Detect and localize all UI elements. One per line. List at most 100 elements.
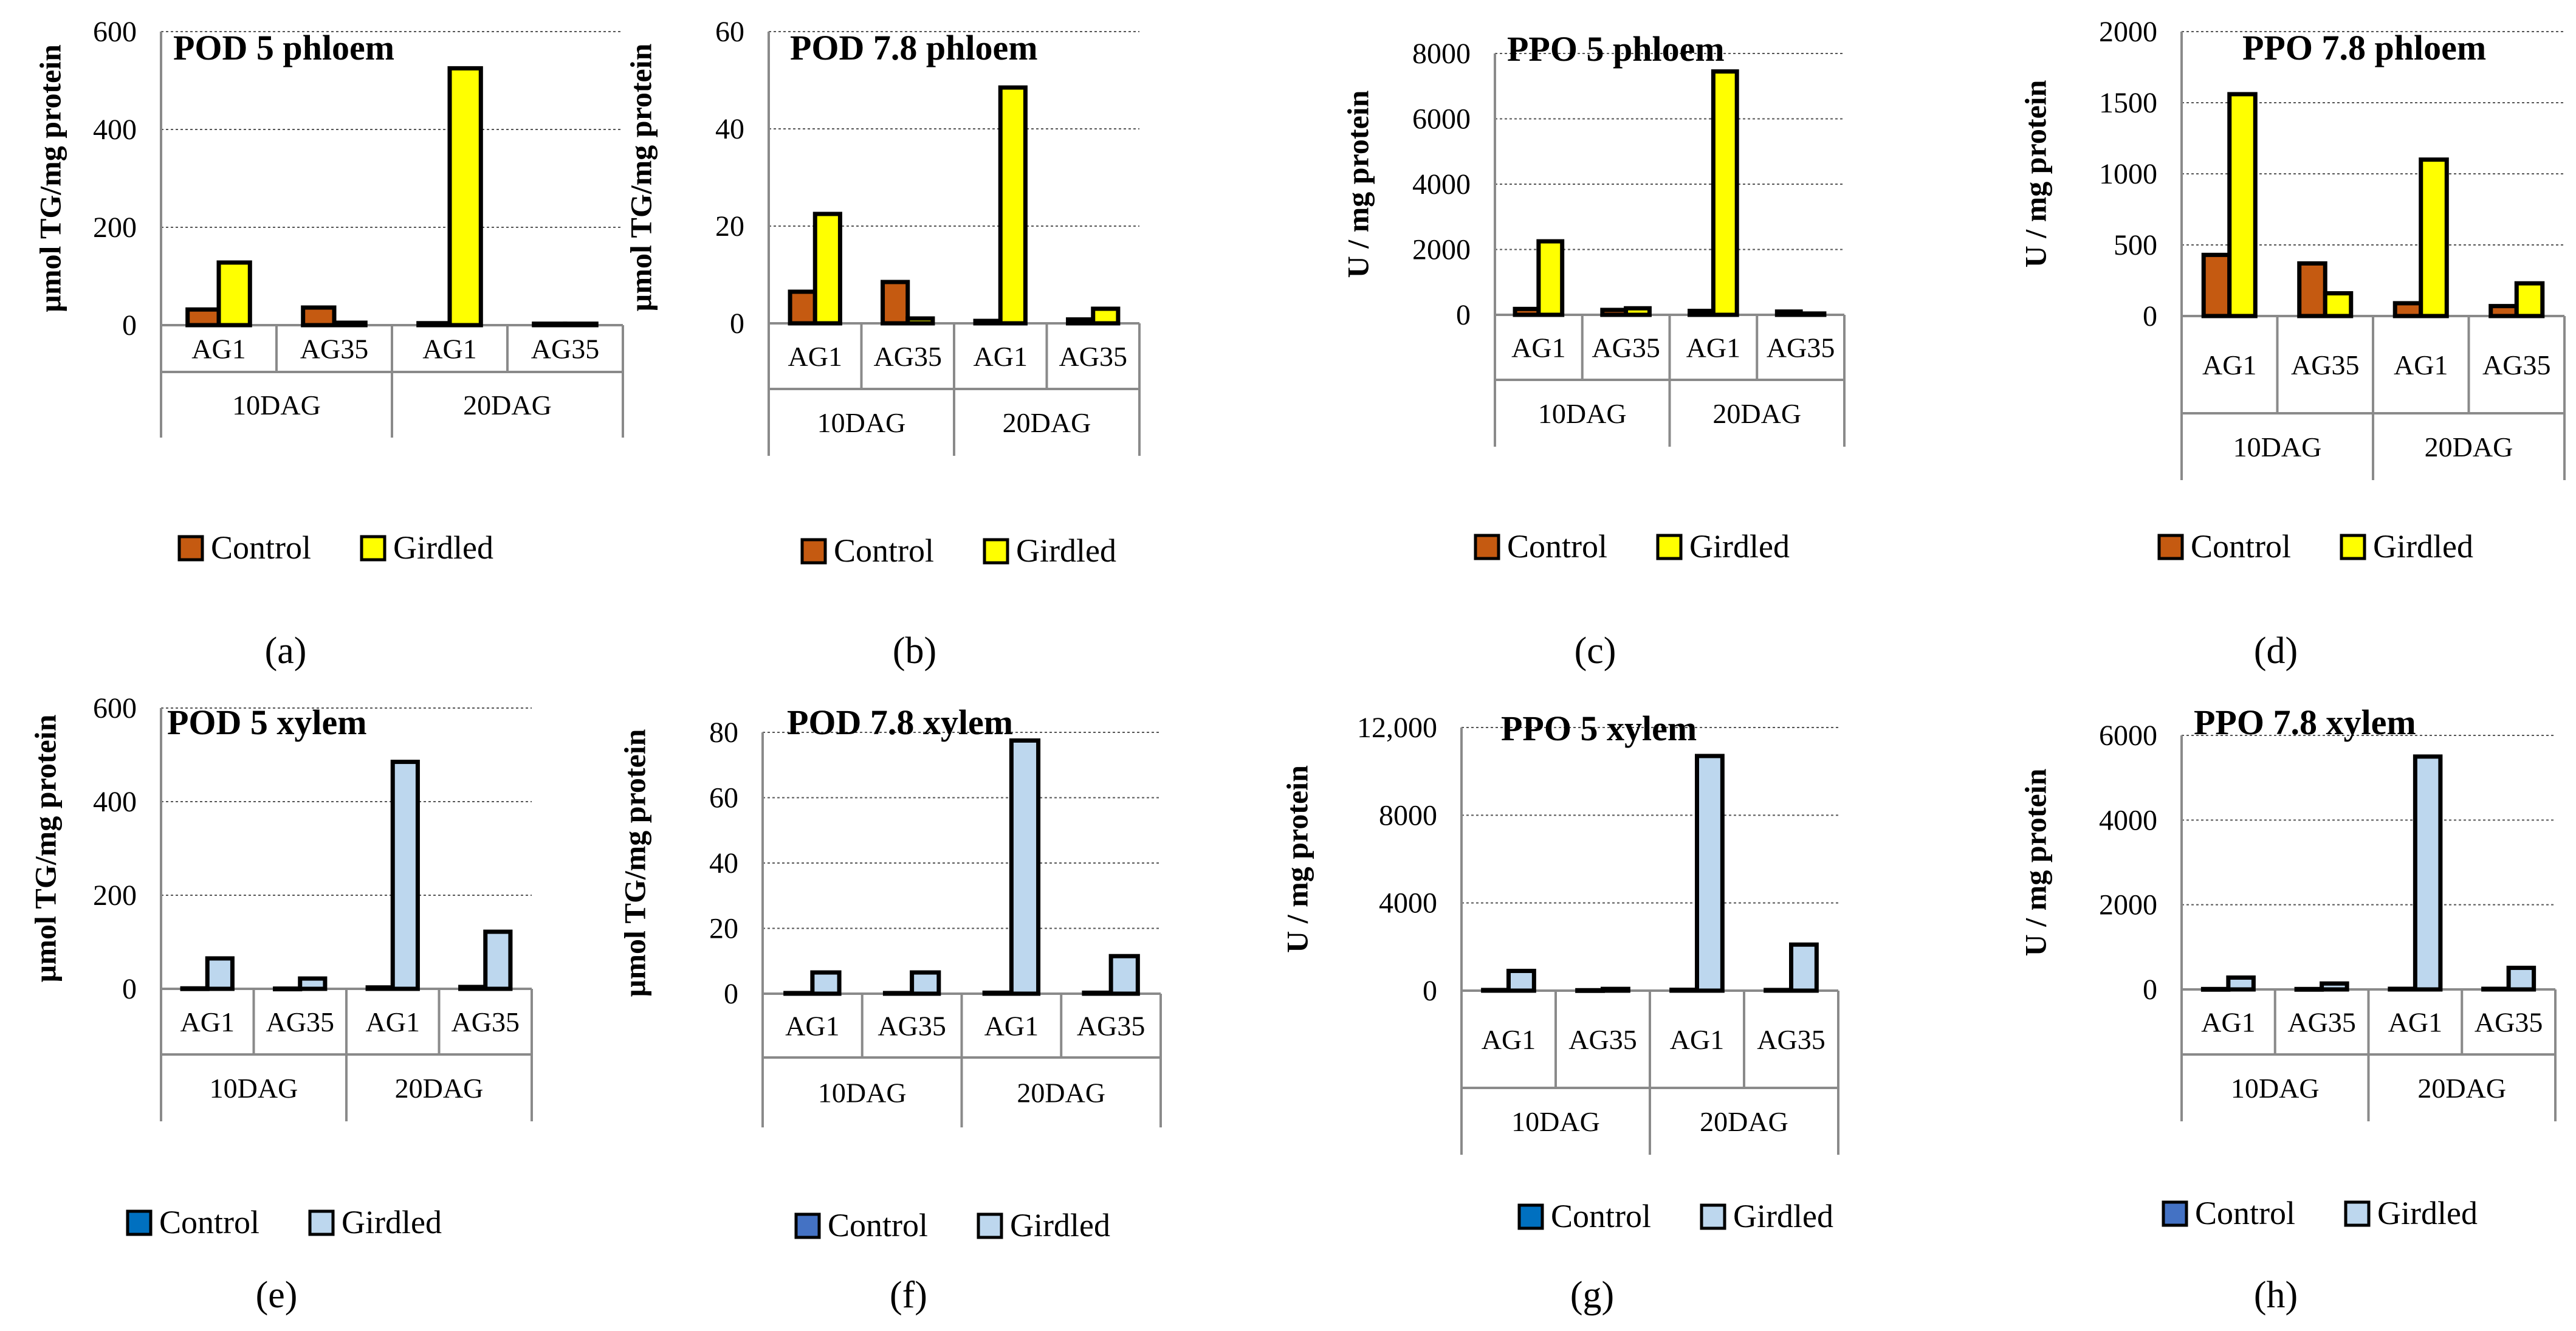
bar-control-ag1 xyxy=(1688,309,1716,317)
y-tick-label: 20 xyxy=(709,913,738,945)
panel-label: (d) xyxy=(2254,630,2298,672)
legend-swatch-girdled xyxy=(983,538,1009,565)
bar-girdled-ag35 xyxy=(2323,291,2354,318)
x-tick-label: AG35 xyxy=(1757,1024,1825,1055)
chart-panel-b: 0 20 40 60 µmol TG/mg protein AG1 AG35 AG1 AG35 1… xyxy=(623,16,1141,672)
legend-swatch-girdled xyxy=(1656,534,1683,560)
bar-girdled-ag35 xyxy=(905,316,935,326)
y-axis-title: U / mg protein xyxy=(2018,768,2052,956)
chart-panel-d: 0 500 1000 1500 2000 U / mg protein AG1 AG35 AG1… xyxy=(2018,16,2566,672)
y-tick-label: 40 xyxy=(715,113,744,145)
legend-label: Girdled xyxy=(393,529,493,566)
bar-control-ag1 xyxy=(2392,301,2423,318)
legend-label: Girdled xyxy=(342,1204,442,1240)
y-tick-label: 600 xyxy=(93,692,137,724)
y-axis-title: U / mg protein xyxy=(2018,80,2052,267)
group-label: 20DAG xyxy=(1003,407,1091,438)
x-tick-label: AG35 xyxy=(452,1006,520,1037)
x-tick-label: AG1 xyxy=(788,341,842,372)
y-tick-label: 200 xyxy=(93,212,137,244)
y-tick-label: 0 xyxy=(1423,975,1437,1007)
x-tick-label: AG35 xyxy=(2287,1007,2355,1038)
y-tick-label: 0 xyxy=(2143,974,2157,1006)
x-tick-label: AG35 xyxy=(1077,1011,1145,1042)
y-axis-title: µmol TG/mg protein xyxy=(617,729,651,997)
bar-control-ag1 xyxy=(788,289,817,326)
y-axis-title: µmol TG/mg protein xyxy=(623,43,658,311)
legend-label: Girdled xyxy=(1016,532,1116,569)
bar-girdled-ag1 xyxy=(2226,975,2256,992)
legend-swatch-girdled xyxy=(1700,1203,1726,1230)
legend-label: Control xyxy=(2195,1195,2295,1231)
chart-title: PPO 5 xylem xyxy=(1501,709,1697,748)
bar-girdled-ag1 xyxy=(2227,92,2258,318)
x-tick-label: AG1 xyxy=(2394,349,2448,380)
x-tick-label: AG35 xyxy=(1568,1024,1637,1055)
group-label: 10DAG xyxy=(817,407,906,438)
y-axis-title: U / mg protein xyxy=(1341,90,1375,278)
bar-girdled-ag35 xyxy=(2506,965,2537,992)
x-tick-label: AG1 xyxy=(1686,332,1740,363)
y-tick-label: 1000 xyxy=(2099,158,2157,190)
bar-girdled-ag35 xyxy=(910,970,941,996)
chart-panel-e: 0 200 400 600 µmol TG/mg protein AG1 AG35 AG1 AG… xyxy=(28,692,533,1316)
legend-label: Girdled xyxy=(2373,528,2473,565)
bar-control-ag1 xyxy=(180,986,210,991)
y-tick-label: 20 xyxy=(715,210,744,242)
x-tick-label: AG35 xyxy=(878,1011,946,1042)
chart-panel-h: 0 2000 4000 6000 U / mg protein AG1 AG35 AG1 AG3… xyxy=(2018,703,2557,1316)
x-tick-label: AG1 xyxy=(366,1006,420,1037)
chart-panel-f: 0 20 40 60 80 µmol TG/mg protein AG1 AG35 AG1 AG3… xyxy=(617,703,1162,1316)
x-tick-label: AG1 xyxy=(1511,332,1565,363)
bar-girdled-ag35 xyxy=(298,976,328,991)
chart-panel-c: 0 2000 4000 6000 8000 U / mg protein AG1 AG35 AG… xyxy=(1341,29,1846,672)
y-tick-label: 4000 xyxy=(1379,887,1437,920)
chart-title: PPO 7.8 xylem xyxy=(2194,703,2416,742)
y-tick-label: 600 xyxy=(93,16,137,48)
bar-girdled-ag1 xyxy=(2419,157,2449,318)
bar-control-ag35 xyxy=(1600,308,1629,317)
bar-girdled-ag35 xyxy=(1798,311,1827,317)
group-label: 20DAG xyxy=(2425,432,2513,463)
bar-girdled-ag1 xyxy=(812,212,842,326)
legend-swatch-control xyxy=(2157,534,2184,560)
bar-girdled-ag35 xyxy=(1108,954,1140,996)
panel-label: (a) xyxy=(265,630,307,672)
bar-control-ag35 xyxy=(1575,988,1605,993)
y-axis-title: µmol TG/mg protein xyxy=(28,714,62,982)
legend-swatch-girdled xyxy=(977,1212,1003,1239)
group-label: 10DAG xyxy=(818,1078,907,1109)
legend-label: Control xyxy=(828,1207,928,1243)
bar-girdled-ag35 xyxy=(2320,981,2349,992)
legend-swatch-control xyxy=(1474,534,1500,560)
group-label: 20DAG xyxy=(463,390,552,421)
bar-girdled-ag35 xyxy=(1789,942,1819,993)
panel-label: (h) xyxy=(2254,1274,2298,1316)
bar-control-ag35 xyxy=(2297,261,2327,318)
group-label: 20DAG xyxy=(1017,1078,1105,1109)
y-tick-label: 2000 xyxy=(2099,889,2157,921)
group-label: 20DAG xyxy=(395,1073,484,1104)
panel-label: (g) xyxy=(1570,1274,1614,1316)
bar-girdled-ag35 xyxy=(1091,306,1121,326)
group-label: 10DAG xyxy=(1511,1106,1600,1137)
x-tick-label: AG1 xyxy=(1482,1024,1536,1055)
legend-swatch-girdled xyxy=(360,535,386,562)
x-tick-label: AG35 xyxy=(300,334,368,365)
y-tick-label: 0 xyxy=(122,309,137,342)
legend-swatch-control xyxy=(794,1212,821,1239)
bar-girdled-ag1 xyxy=(1009,738,1041,996)
chart-title: POD 5 xylem xyxy=(167,703,367,742)
legend-label: Control xyxy=(1551,1198,1651,1234)
chart-panel-a: 0 200 400 600 µmol TG/mg protein AG1 AG35 AG1 AG… xyxy=(33,16,624,672)
bar-control-ag1 xyxy=(416,321,452,328)
y-tick-label: 0 xyxy=(122,973,137,1005)
bar-control-ag1 xyxy=(1513,306,1541,317)
bar-girdled-ag35 xyxy=(483,929,513,991)
chart-title: POD 7.8 xylem xyxy=(787,703,1013,742)
bar-control-ag1 xyxy=(783,991,815,996)
x-tick-label: AG1 xyxy=(2201,1007,2255,1038)
bar-control-ag35 xyxy=(458,985,488,991)
panel-label: (c) xyxy=(1575,630,1616,672)
